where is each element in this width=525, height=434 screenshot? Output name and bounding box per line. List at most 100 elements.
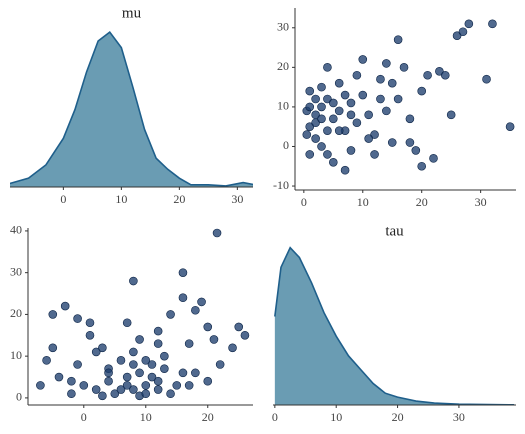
point	[178, 368, 188, 378]
point	[153, 376, 163, 386]
point	[393, 35, 403, 44]
point	[212, 228, 222, 238]
panel-title: mu	[122, 5, 142, 21]
point	[346, 98, 356, 108]
point	[166, 310, 175, 319]
point	[36, 381, 45, 390]
point	[317, 142, 326, 151]
point	[305, 150, 315, 159]
y-tick-label: -10	[273, 178, 289, 192]
density-area	[274, 247, 515, 405]
y-tick-label: 20	[10, 306, 22, 320]
x-tick-label: 30	[231, 192, 243, 206]
point	[435, 67, 444, 76]
point	[203, 376, 213, 386]
y-tick-label: 0	[283, 138, 289, 152]
point	[98, 343, 107, 353]
y-tick-label: 0	[16, 390, 22, 404]
point	[122, 318, 132, 328]
point	[317, 114, 326, 124]
point	[116, 356, 126, 365]
point	[340, 90, 350, 100]
y-tick-label: 10	[10, 348, 22, 362]
point	[153, 326, 163, 336]
density-line	[10, 30, 253, 187]
point	[73, 360, 82, 369]
point	[129, 276, 138, 286]
point	[98, 391, 107, 401]
x-tick-label: 10	[140, 410, 152, 424]
point	[209, 335, 219, 344]
point	[191, 305, 200, 315]
point	[305, 122, 315, 131]
point	[364, 110, 373, 120]
point	[488, 19, 497, 29]
x-tick-label: 20	[202, 410, 214, 424]
x-tick-label: 0	[301, 195, 307, 209]
point	[302, 130, 312, 139]
point	[311, 94, 320, 104]
y-tick-label: 30	[277, 20, 289, 34]
point	[376, 94, 385, 104]
point	[305, 86, 315, 96]
point	[382, 59, 391, 68]
point	[104, 368, 113, 378]
point	[160, 351, 169, 361]
point	[317, 102, 326, 112]
density-area	[10, 32, 253, 187]
point	[329, 114, 338, 124]
point	[54, 372, 64, 382]
point	[323, 150, 332, 159]
point	[42, 356, 51, 365]
point	[417, 161, 427, 171]
point	[311, 118, 320, 128]
point	[370, 150, 379, 159]
point	[358, 90, 368, 100]
point	[122, 372, 132, 382]
point	[147, 360, 157, 369]
point	[104, 376, 113, 386]
x-tick-label: 0	[60, 192, 66, 206]
point	[399, 63, 409, 72]
x-tick-label: 20	[416, 195, 428, 209]
y-tick-label: 30	[10, 264, 22, 278]
point	[85, 318, 95, 328]
point	[48, 343, 58, 353]
point	[91, 385, 101, 394]
point	[184, 381, 194, 390]
point	[405, 138, 415, 147]
point	[446, 110, 456, 120]
x-tick-label: 0	[272, 410, 278, 424]
point	[346, 110, 356, 120]
x-tick-label: 10	[330, 410, 342, 424]
x-tick-label: 0	[81, 410, 87, 424]
x-tick-label: 20	[392, 410, 404, 424]
point	[191, 368, 200, 378]
density-line	[274, 246, 515, 405]
point	[122, 381, 132, 390]
point	[370, 130, 379, 139]
point	[184, 339, 194, 348]
point	[91, 347, 101, 357]
point	[141, 381, 151, 390]
panel-title: tau	[385, 223, 404, 239]
point	[135, 368, 144, 378]
point	[141, 389, 151, 399]
point	[305, 102, 315, 112]
point	[364, 134, 373, 143]
point	[110, 389, 120, 399]
point	[440, 70, 450, 80]
point	[352, 118, 362, 128]
point	[505, 122, 515, 131]
x-tick-label: 20	[173, 192, 185, 206]
point	[464, 19, 474, 29]
point	[452, 31, 462, 40]
point	[234, 322, 244, 332]
point	[60, 301, 70, 311]
point	[129, 347, 138, 357]
y-tick-label: 10	[277, 99, 289, 113]
point	[323, 94, 332, 104]
point	[405, 114, 415, 124]
point	[129, 360, 138, 369]
